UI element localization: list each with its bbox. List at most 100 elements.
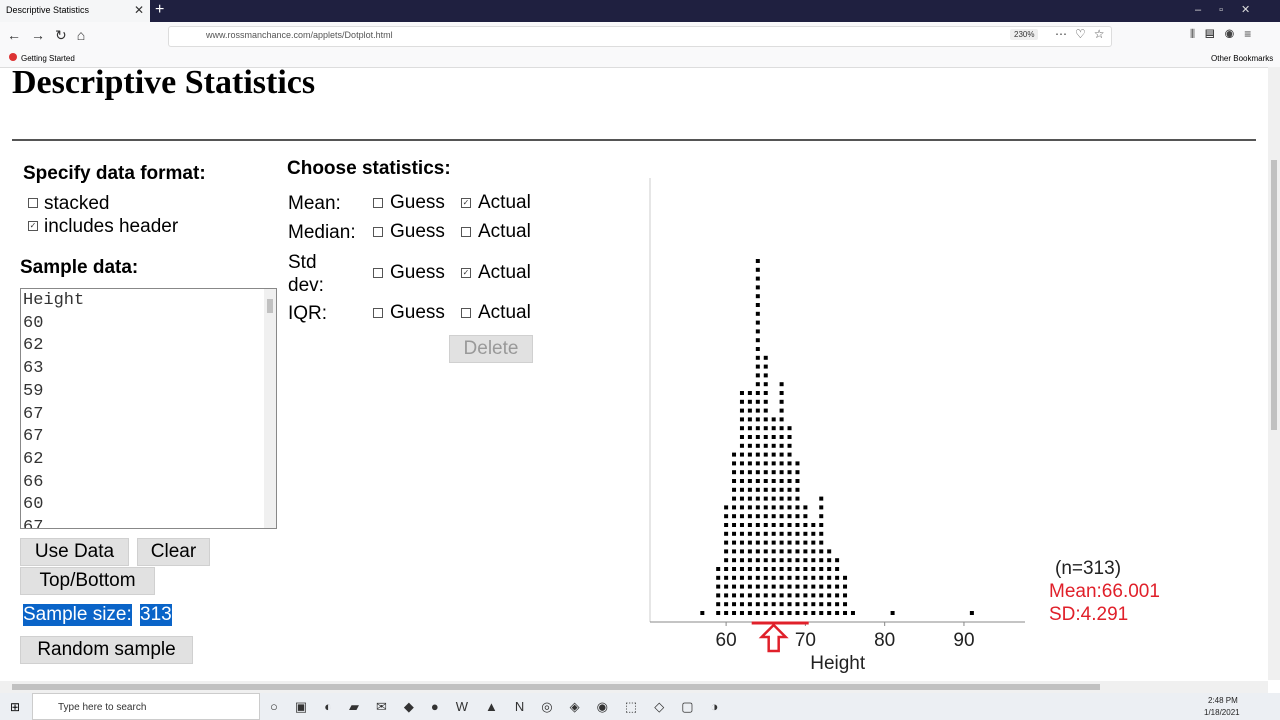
zoom[interactable]: 230% (1010, 29, 1039, 40)
checkbox[interactable] (373, 268, 383, 278)
dot (771, 611, 776, 615)
sample-size-value[interactable]: 313 (140, 604, 172, 626)
checkbox-label[interactable]: Guess (390, 221, 445, 242)
dot (755, 540, 760, 545)
checkbox[interactable] (461, 198, 471, 208)
dot (739, 549, 744, 554)
dot (819, 540, 824, 545)
dot (795, 611, 800, 615)
dot (739, 417, 744, 422)
dot (779, 461, 784, 466)
clock-time: 2:48 PM (1208, 696, 1238, 705)
checkbox[interactable] (461, 227, 471, 237)
checkbox-label[interactable]: Guess (390, 262, 445, 283)
new-tab[interactable]: + (155, 1, 165, 18)
dot (771, 443, 776, 448)
checkbox-label[interactable]: Guess (390, 302, 445, 323)
tab-close[interactable]: ✕ (134, 3, 145, 17)
checkbox[interactable] (373, 198, 383, 208)
checkbox-label[interactable]: Actual (478, 221, 531, 242)
dot (779, 514, 784, 519)
tab[interactable] (0, 0, 150, 22)
tab-title[interactable]: Descriptive Statistics (6, 5, 90, 15)
textarea-scrollbar[interactable] (264, 289, 276, 528)
dot (771, 602, 776, 607)
dot (771, 558, 776, 563)
dot (811, 540, 816, 545)
dot (747, 531, 752, 536)
checkbox[interactable] (461, 308, 471, 318)
dot (843, 611, 848, 615)
dot (755, 479, 760, 483)
page-actions[interactable]: ⋯♡☆ (1055, 27, 1113, 41)
dot (795, 558, 800, 563)
nav-buttons[interactable]: ←→↻⌂ (7, 27, 96, 43)
bookmark[interactable]: Other Bookmarks (1211, 54, 1274, 63)
dot (755, 487, 760, 492)
dot (795, 593, 800, 598)
dot (771, 523, 776, 527)
scroll-thumb[interactable] (12, 684, 1100, 690)
sample-textarea[interactable]: Height 60 62 63 59 67 67 62 66 60 67 (20, 288, 277, 529)
dot (787, 443, 792, 448)
dot (755, 514, 760, 519)
section-heading: Choose statistics: (287, 158, 451, 179)
button[interactable]: Use Data (20, 538, 129, 566)
dot (763, 505, 768, 510)
dot (755, 294, 760, 299)
dot (795, 505, 800, 510)
dot (779, 426, 784, 431)
dot (803, 602, 808, 607)
button[interactable]: Random sample (20, 636, 193, 664)
dot (763, 426, 768, 431)
button[interactable]: Top/Bottom (20, 567, 155, 595)
window-controls[interactable]: –▫✕ (1195, 4, 1269, 16)
menu-icons[interactable]: ⫴▤◉≡ (1190, 27, 1262, 41)
checkbox-label[interactable]: Guess (390, 192, 445, 213)
dot (763, 575, 768, 580)
dot (969, 611, 974, 615)
dot (779, 549, 784, 554)
checkbox-label[interactable]: includes header (44, 216, 179, 237)
dot (732, 523, 737, 527)
checkbox[interactable] (28, 221, 38, 231)
url-bar[interactable] (168, 26, 1112, 47)
bookmark[interactable]: Getting Started (21, 54, 75, 63)
dot (819, 567, 824, 571)
dot (755, 443, 760, 448)
checkbox-label[interactable]: Actual (478, 302, 531, 323)
dot (739, 470, 744, 475)
dot (779, 399, 784, 404)
taskbar-apps[interactable]: ○▣◐▰✉◆●W▲N◎◈◉⬚◇▢◑ (270, 699, 736, 714)
checkbox-label[interactable]: Actual (478, 262, 531, 283)
url[interactable]: www.rossmanchance.com/applets/Dotplot.ht… (206, 30, 393, 40)
start-button[interactable]: ⊞ (10, 700, 21, 714)
dot (779, 505, 784, 510)
dot (732, 584, 737, 589)
dot (755, 338, 760, 343)
checkbox[interactable] (28, 198, 38, 208)
dot (732, 514, 737, 519)
dot (747, 540, 752, 545)
dot (787, 549, 792, 554)
dot (763, 602, 768, 607)
stat-label: Median: (288, 222, 356, 243)
search-placeholder[interactable]: Type here to search (58, 702, 147, 713)
dot (779, 540, 784, 545)
dot (803, 549, 808, 554)
dot (819, 558, 824, 563)
dot (843, 575, 848, 580)
checkbox-label[interactable]: Actual (478, 192, 531, 213)
dot (739, 540, 744, 545)
dot (787, 584, 792, 589)
data-line: 67 (23, 518, 44, 529)
dot (739, 461, 744, 466)
button[interactable]: Clear (137, 538, 210, 566)
checkbox[interactable] (373, 308, 383, 318)
scroll-thumb[interactable] (1271, 160, 1277, 430)
scroll-thumb[interactable] (267, 299, 273, 313)
checkbox[interactable] (373, 227, 383, 237)
checkbox[interactable] (461, 268, 471, 278)
checkbox-label[interactable]: stacked (44, 193, 110, 214)
